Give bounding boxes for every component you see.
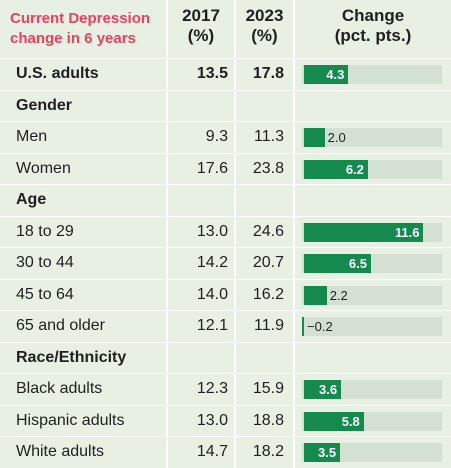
column-header-2023-unit: (%) xyxy=(251,26,278,45)
row-label: 45 to 64 xyxy=(16,285,74,303)
change-value-label: 6.2 xyxy=(345,161,364,177)
value-2023: 18.2 xyxy=(252,443,284,460)
title-line-1: Current Depression xyxy=(10,10,151,27)
row-label: Women xyxy=(16,159,71,177)
table-row: 45 to 64 14.0 16.2 2.2 xyxy=(0,278,451,311)
column-header-change-unit: (pct. pts.) xyxy=(334,26,412,45)
value-2017: 12.1 xyxy=(196,317,228,334)
change-value-label: 2.2 xyxy=(329,287,348,303)
column-divider xyxy=(234,0,236,468)
value-2023: 16.2 xyxy=(252,285,284,303)
value-2023: 23.8 xyxy=(252,159,284,177)
value-2017: 13.5 xyxy=(196,65,228,82)
value-2017: 14.7 xyxy=(196,443,228,460)
change-value-label: 3.6 xyxy=(319,382,338,397)
section-header-row: Gender xyxy=(0,89,451,122)
value-2017: 12.3 xyxy=(196,380,228,397)
change-value-label: 4.3 xyxy=(326,67,345,82)
change-bar xyxy=(304,65,349,84)
change-value-label: 11.6 xyxy=(394,224,420,240)
table-row: Hispanic adults 13.0 18.8 5.8 xyxy=(0,404,451,437)
column-header-2017-year: 2017 xyxy=(182,6,220,25)
table-row: White adults 14.7 18.2 3.5 xyxy=(0,436,451,468)
change-bar-track: 3.5 xyxy=(302,443,442,462)
value-2023: 20.7 xyxy=(252,254,284,271)
change-bar xyxy=(304,222,424,242)
row-label: U.S. adults xyxy=(16,65,99,82)
column-header-2023: 2023 (%) xyxy=(236,6,293,46)
table-row: Black adults 12.3 15.9 3.6 xyxy=(0,373,451,405)
section-header-row: Race/Ethnicity xyxy=(0,341,451,374)
column-divider xyxy=(166,0,168,468)
value-2023: 18.8 xyxy=(252,411,284,429)
value-2017: 9.3 xyxy=(205,128,228,145)
change-value-label: 6.5 xyxy=(348,256,367,271)
value-2023: 24.6 xyxy=(252,222,284,240)
change-bar-track: 5.8 xyxy=(302,411,442,431)
value-2023: 11.3 xyxy=(254,128,284,145)
column-divider xyxy=(293,0,295,468)
change-bar xyxy=(304,443,341,462)
change-bar xyxy=(304,159,368,179)
column-header-2023-year: 2023 xyxy=(245,6,284,25)
change-bar xyxy=(304,285,327,305)
row-label: Hispanic adults xyxy=(16,411,125,429)
row-label: Men xyxy=(16,128,48,145)
section-header-row: Age xyxy=(0,184,451,216)
change-bar-track: 2.2 xyxy=(302,285,442,305)
change-value-label: 2.0 xyxy=(327,130,346,145)
change-value-label: −0.2 xyxy=(307,319,333,334)
change-bar-track: 4.3 xyxy=(302,65,442,84)
table-title: Current Depression change in 6 years xyxy=(10,9,162,49)
section-header-label: Age xyxy=(16,191,47,208)
column-header-change-title: Change xyxy=(341,6,405,25)
column-header-2017: 2017 (%) xyxy=(168,6,234,46)
row-label: Black adults xyxy=(16,380,103,397)
value-2017: 17.6 xyxy=(196,159,228,177)
row-label: White adults xyxy=(16,443,105,460)
change-bar xyxy=(304,380,342,399)
title-line-2: change in 6 years xyxy=(10,30,136,47)
value-2017: 13.0 xyxy=(196,222,228,240)
change-bar-track: 11.6 xyxy=(302,222,442,242)
column-header-2017-unit: (%) xyxy=(187,26,215,45)
table-row: Women 17.6 23.8 6.2 xyxy=(0,152,451,185)
change-value-label: 5.8 xyxy=(341,413,360,429)
table-row: Men 9.3 11.3 2.0 xyxy=(0,121,451,153)
value-2017: 13.0 xyxy=(196,411,228,429)
table-row: 30 to 44 14.2 20.7 6.5 xyxy=(0,247,451,279)
value-2023: 11.9 xyxy=(254,317,284,334)
table-row: U.S. adults 13.5 17.8 4.3 xyxy=(0,58,451,90)
value-2023: 17.8 xyxy=(252,65,284,82)
change-bar-track: −0.2 xyxy=(302,317,442,336)
column-header-change: Change (pct. pts.) xyxy=(295,6,451,46)
change-bar-track: 3.6 xyxy=(302,380,442,399)
row-label: 30 to 44 xyxy=(16,254,74,271)
change-bar xyxy=(302,317,305,336)
change-value-label: 3.5 xyxy=(318,445,337,460)
row-label: 18 to 29 xyxy=(16,222,74,240)
change-bar xyxy=(304,411,364,431)
section-header-label: Race/Ethnicity xyxy=(16,348,127,366)
change-bar-track: 6.5 xyxy=(302,254,442,273)
value-2023: 15.9 xyxy=(252,380,284,397)
table-header: Current Depression change in 6 years 201… xyxy=(0,0,451,58)
row-label: 65 and older xyxy=(16,317,105,334)
table-row: 65 and older 12.1 11.9 −0.2 xyxy=(0,310,451,342)
table-row: 18 to 29 13.0 24.6 11.6 xyxy=(0,215,451,248)
value-2017: 14.2 xyxy=(196,254,228,271)
section-header-label: Gender xyxy=(16,96,73,114)
change-bar-track: 6.2 xyxy=(302,159,442,179)
change-bar-track: 2.0 xyxy=(302,128,442,147)
change-bar xyxy=(304,128,325,147)
change-bar xyxy=(304,254,371,273)
value-2017: 14.0 xyxy=(196,285,228,303)
